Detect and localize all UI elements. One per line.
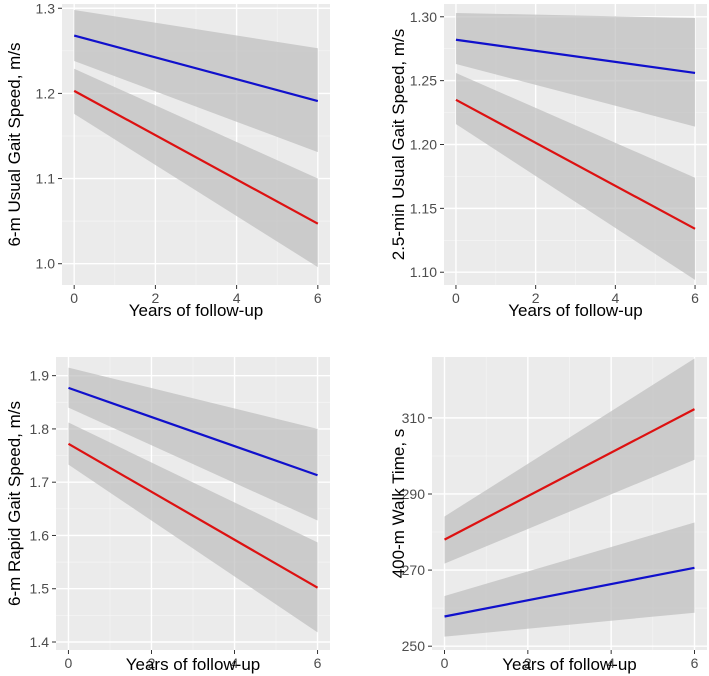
chart-panel-1: 0 2 4 6 1.0 1.1 1.2 1.3 Years of follow-up 6-m Us… bbox=[5, 0, 330, 320]
confidence-band-blue bbox=[455, 12, 696, 127]
x-axis-title: Years of follow-up bbox=[508, 301, 643, 320]
confidence-band-blue bbox=[444, 522, 695, 637]
y-tick-label: 1.20 bbox=[410, 137, 437, 153]
confidence-band-red bbox=[68, 422, 318, 633]
chart-panel-4: 0 2 4 6 250 270 290 310 Years of follow-up 400-m … bbox=[389, 357, 707, 674]
x-tick-label: 0 bbox=[441, 655, 449, 671]
x-tick-label: 4 bbox=[233, 290, 241, 306]
y-axis-title: 6-m Usual Gait Speed, m/s bbox=[5, 42, 24, 246]
y-tick-label: 1.6 bbox=[30, 527, 50, 543]
x-tick-label: 2 bbox=[148, 655, 156, 671]
x-tick-label: 4 bbox=[231, 655, 239, 671]
x-tick-label: 6 bbox=[691, 655, 699, 671]
trend-line-blue bbox=[73, 34, 319, 103]
x-tick-label: 4 bbox=[607, 655, 615, 671]
x-tick-label: 2 bbox=[151, 290, 159, 306]
y-tick-label: 1.30 bbox=[410, 9, 437, 25]
trend-line-red bbox=[67, 442, 319, 589]
y-tick-label: 1.7 bbox=[30, 474, 50, 490]
x-tick-label: 0 bbox=[65, 655, 73, 671]
y-tick-label: 1.15 bbox=[410, 200, 437, 216]
x-tick-label: 0 bbox=[70, 290, 78, 306]
y-tick-label: 270 bbox=[402, 562, 426, 578]
confidence-band-blue bbox=[68, 367, 318, 521]
y-tick-label: 1.2 bbox=[36, 85, 56, 101]
x-axis-title: Years of follow-up bbox=[129, 301, 264, 320]
y-tick-label: 250 bbox=[402, 638, 426, 654]
trend-line-blue bbox=[444, 566, 695, 618]
y-tick-label: 1.3 bbox=[36, 0, 56, 16]
y-tick-label: 1.1 bbox=[36, 171, 56, 187]
y-tick-label: 1.4 bbox=[30, 634, 50, 650]
x-axis-title: Years of follow-up bbox=[126, 655, 261, 674]
x-tick-label: 6 bbox=[691, 290, 699, 306]
x-tick-label: 4 bbox=[611, 290, 619, 306]
confidence-band-red bbox=[455, 72, 696, 280]
confidence-band-red bbox=[444, 358, 695, 564]
y-tick-label: 1.10 bbox=[410, 264, 437, 280]
trend-line-red bbox=[73, 89, 319, 225]
x-tick-label: 2 bbox=[524, 655, 532, 671]
y-tick-label: 1.8 bbox=[30, 421, 50, 437]
chart-panel-2: 0 2 4 6 1.10 1.15 1.20 1.25 1.30 Years of follow-… bbox=[389, 4, 707, 320]
trend-line-red bbox=[455, 98, 696, 230]
trend-line-red bbox=[443, 408, 696, 541]
x-axis-title: Years of follow-up bbox=[502, 655, 637, 674]
trend-line-blue bbox=[68, 386, 318, 477]
y-axis-title: 2.5-min Usual Gait Speed, m/s bbox=[389, 29, 408, 260]
y-tick-label: 310 bbox=[402, 410, 426, 426]
y-tick-label: 1.5 bbox=[30, 581, 50, 597]
y-tick-label: 1.0 bbox=[36, 256, 56, 272]
y-tick-label: 1.9 bbox=[30, 368, 50, 384]
y-tick-label: 290 bbox=[402, 486, 426, 502]
y-axis-title: 400-m Walk Time, s bbox=[389, 429, 408, 579]
trend-line-blue bbox=[455, 38, 696, 75]
x-tick-label: 0 bbox=[452, 290, 460, 306]
y-tick-label: 1.25 bbox=[410, 73, 437, 89]
x-tick-label: 2 bbox=[532, 290, 540, 306]
x-tick-label: 6 bbox=[314, 290, 322, 306]
x-tick-label: 6 bbox=[314, 655, 322, 671]
chart-panel-3: 0 2 4 6 1.4 1.5 1.6 1.7 1.8 1.9 Years of follow-up… bbox=[5, 357, 330, 674]
confidence-band-red bbox=[74, 68, 318, 268]
confidence-band-blue bbox=[74, 9, 318, 153]
y-axis-title: 6-m Rapid Gait Speed, m/s bbox=[5, 401, 24, 606]
